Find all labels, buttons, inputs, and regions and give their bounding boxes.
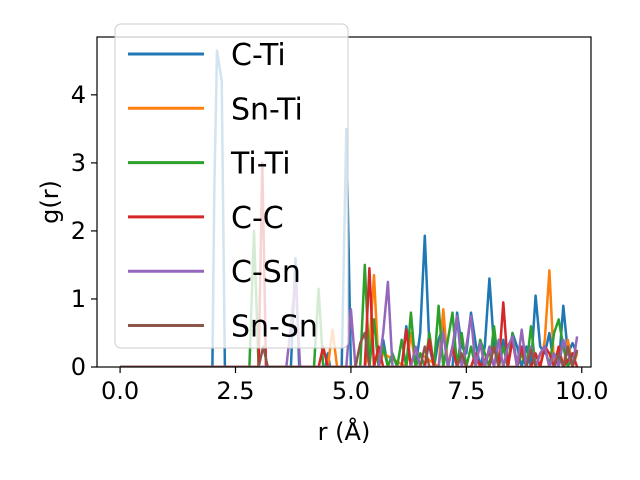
x-tick-label: 2.5 (216, 377, 254, 405)
y-axis-label: g(r) (36, 180, 64, 224)
x-tick-label: 0.0 (101, 377, 139, 405)
y-tick-label: 4 (71, 81, 86, 109)
legend-entry-label: Sn-Sn (231, 310, 318, 345)
y-tick-label: 1 (71, 285, 86, 313)
legend-entry-label: C-C (231, 201, 284, 236)
x-axis-ticks: 0.0 2.5 5.0 7.5 10.0 (101, 367, 608, 405)
x-axis-label: r (Å) (318, 417, 371, 446)
series-line-ti-ti (120, 229, 578, 367)
x-tick-label: 10.0 (555, 377, 608, 405)
legend-entry-label: C-Ti (231, 38, 286, 73)
legend-entry-label: C-Sn (231, 255, 301, 290)
legend-box (114, 23, 349, 349)
x-tick-label: 7.5 (447, 377, 485, 405)
legend: C-Ti Sn-Ti Ti-Ti C-C C-Sn Sn-Sn (114, 23, 349, 349)
y-axis-ticks: 0 1 2 3 4 (71, 81, 97, 381)
legend-entry-label: Ti-Ti (230, 147, 291, 182)
series-line-c-sn (120, 277, 579, 367)
y-tick-label: 3 (71, 149, 86, 177)
series-layer (120, 49, 579, 367)
y-tick-label: 2 (71, 217, 86, 245)
x-tick-label: 5.0 (332, 377, 370, 405)
series-line-sn-sn (120, 331, 579, 367)
legend-entry-label: Sn-Ti (231, 92, 303, 127)
y-tick-label: 0 (71, 353, 86, 381)
series-line-c-ti (120, 49, 579, 367)
